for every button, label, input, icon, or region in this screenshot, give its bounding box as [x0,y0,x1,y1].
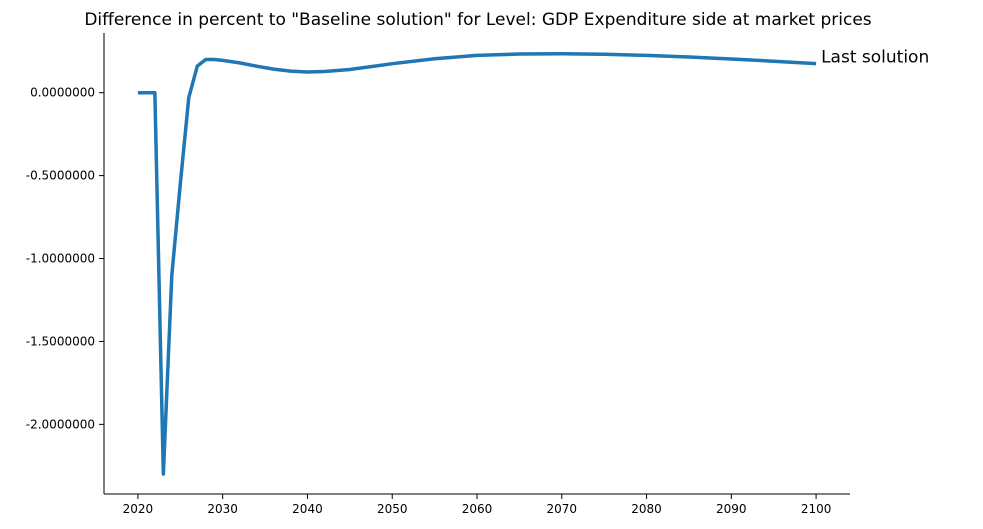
series-end-label: Last solution [821,48,929,68]
x-tick-label: 2040 [292,502,323,516]
y-ticks: 0.0000000 -0.5000000 -1.0000000 -1.5000000 -… [26,86,104,431]
x-tick-label: 2060 [462,502,493,516]
x-tick-label: 2050 [377,502,408,516]
series-layer: Last solution [137,48,929,476]
x-tick-label: 2020 [123,502,154,516]
y-tick-label: -0.5000000 [26,169,95,183]
series-line [137,51,817,476]
y-tick-label: -1.5000000 [26,334,95,348]
chart-title: Difference in percent to "Baseline solut… [84,10,871,30]
x-tick-label: 2080 [631,502,662,516]
x-tick-label: 2070 [546,502,577,516]
y-tick-label: -1.0000000 [26,252,95,266]
plot-area: 2020 2030 2040 2050 2060 2070 2080 2090 2100 0.0… [26,33,929,516]
y-tick-label: 0.0000000 [30,86,95,100]
x-tick-label: 2100 [801,502,832,516]
y-tick-label: -2.0000000 [26,417,95,431]
x-ticks: 2020 2030 2040 2050 2060 2070 2080 2090 2100 [123,494,832,516]
x-tick-label: 2090 [716,502,747,516]
x-tick-label: 2030 [207,502,238,516]
